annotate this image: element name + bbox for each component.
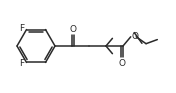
Text: O: O (70, 24, 77, 33)
Text: O: O (118, 58, 125, 68)
Text: O: O (132, 32, 139, 41)
Text: F: F (19, 59, 24, 68)
Text: F: F (19, 24, 24, 33)
